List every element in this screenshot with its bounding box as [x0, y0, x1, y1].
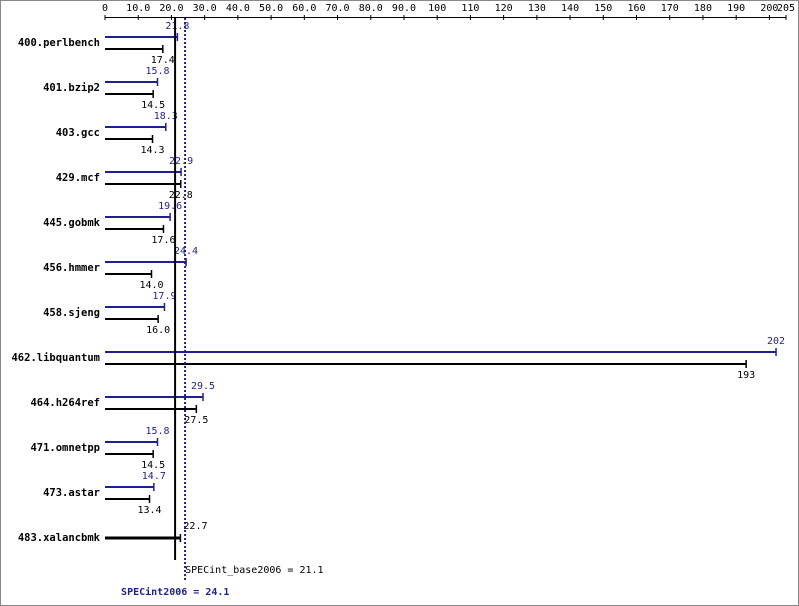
value-label: 29.5: [191, 381, 215, 392]
x-tick-label: 180: [694, 3, 712, 14]
value-label: 18.3: [154, 111, 178, 122]
value-label: 22.8: [169, 190, 193, 201]
x-tick-label: 110: [461, 3, 479, 14]
x-tick-label: 130: [528, 3, 546, 14]
category-label: 403.gcc: [56, 127, 100, 139]
value-label: 21.8: [165, 21, 189, 32]
x-tick-label: 60.0: [292, 3, 316, 14]
value-label: 193: [737, 370, 755, 381]
x-tick-label: 170: [661, 3, 679, 14]
x-tick-label: 70.0: [325, 3, 349, 14]
category-label: 462.libquantum: [11, 352, 100, 364]
x-tick-label: 160: [627, 3, 645, 14]
x-tick-label: 20.0: [159, 3, 183, 14]
x-tick-label: 90.0: [392, 3, 416, 14]
x-tick-label: 140: [561, 3, 579, 14]
category-label: 473.astar: [43, 487, 100, 499]
value-label: 202: [767, 336, 785, 347]
reference-label: SPECint2006 = 24.1: [121, 586, 229, 598]
value-label: 15.8: [145, 66, 169, 77]
x-tick-label: 50.0: [259, 3, 283, 14]
category-label: 429.mcf: [56, 172, 100, 184]
value-label: 14.5: [141, 100, 165, 111]
category-label: 464.h264ref: [30, 397, 100, 409]
category-label: 401.bzip2: [43, 82, 100, 94]
value-label: 14.3: [140, 145, 164, 156]
category-label: 458.sjeng: [43, 307, 100, 319]
value-label: 17.4: [151, 55, 175, 66]
value-label: 17.6: [151, 235, 175, 246]
reference-label: SPECint_base2006 = 21.1: [185, 565, 323, 576]
value-label: 17.9: [152, 291, 176, 302]
category-label: 400.perlbench: [18, 37, 100, 49]
value-label: 22.7: [183, 521, 207, 532]
x-tick-label: 190: [727, 3, 745, 14]
value-label: 19.6: [158, 201, 182, 212]
x-tick-label: 30.0: [193, 3, 217, 14]
x-tick-label: 40.0: [226, 3, 250, 14]
value-label: 13.4: [137, 505, 161, 516]
x-tick-label: 150: [594, 3, 612, 14]
x-tick-label: 200: [760, 3, 778, 14]
category-label: 471.omnetpp: [30, 442, 100, 454]
value-label: 22.9: [169, 156, 193, 167]
category-label: 456.hmmer: [43, 262, 100, 274]
value-label: 14.7: [142, 471, 166, 482]
x-tick-label: 100: [428, 3, 446, 14]
value-label: 15.8: [145, 426, 169, 437]
x-tick-label: 80.0: [359, 3, 383, 14]
category-label: 483.xalancbmk: [18, 532, 101, 544]
value-label: 14.5: [141, 460, 165, 471]
value-label: 16.0: [146, 325, 170, 336]
category-label: 445.gobmk: [43, 217, 101, 229]
x-tick-label: 120: [495, 3, 513, 14]
value-label: 14.0: [139, 280, 163, 291]
value-label: 27.5: [184, 415, 208, 426]
x-tick-label: 0: [102, 3, 108, 14]
x-tick-label: 205: [777, 3, 795, 14]
x-tick-label: 10.0: [126, 3, 150, 14]
